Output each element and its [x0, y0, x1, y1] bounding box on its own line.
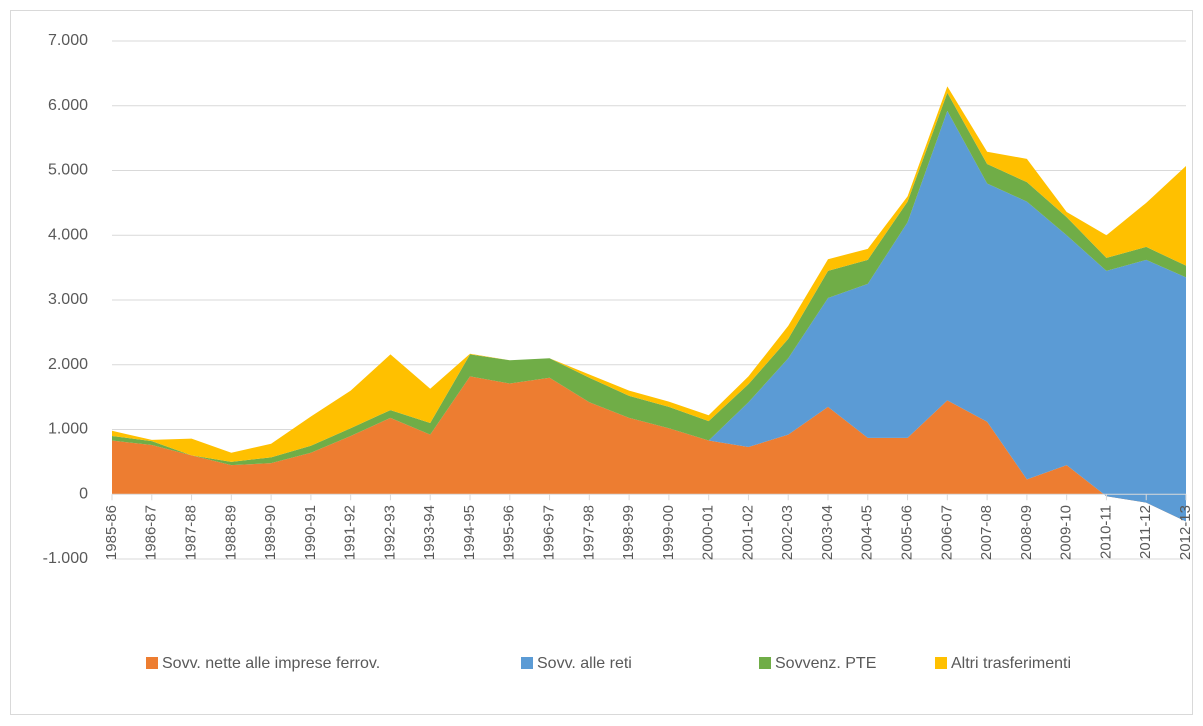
x-tick-label: 2009-10: [1058, 505, 1075, 560]
y-tick-label: 1.000: [48, 421, 88, 438]
legend-label: Sovvenz. PTE: [775, 655, 876, 672]
y-tick-label: 5.000: [48, 162, 88, 179]
x-tick-label: 1990-91: [302, 505, 319, 560]
x-tick-label: 1995-96: [501, 505, 518, 560]
x-tick-label: 1989-90: [262, 505, 279, 560]
x-tick-label: 1994-95: [461, 505, 478, 560]
x-tick-label: 2001-02: [739, 505, 756, 560]
x-tick-label: 2006-07: [938, 505, 955, 560]
y-tick-label: 2.000: [48, 356, 88, 373]
x-tick-label: 2005-06: [899, 505, 916, 560]
x-tick-label: 2003-04: [819, 505, 836, 560]
x-tick-label: 2000-01: [700, 505, 717, 560]
legend-swatch: [521, 657, 533, 669]
legend-label: Sovv. alle reti: [537, 655, 632, 672]
legend-label: Altri trasferimenti: [951, 655, 1071, 672]
x-tick-label: 2010-11: [1097, 505, 1114, 559]
x-tick-label: 2008-09: [1018, 505, 1035, 560]
x-tick-label: 1999-00: [660, 505, 677, 560]
x-tick-label: 1992-93: [381, 505, 398, 560]
legend-swatch: [146, 657, 158, 669]
legend-swatch: [935, 657, 947, 669]
x-tick-label: 2002-03: [779, 505, 796, 560]
y-tick-label: 7.000: [48, 32, 88, 49]
area: [112, 110, 1186, 522]
area: [112, 376, 1186, 522]
x-tick-label: 1988-89: [222, 505, 239, 560]
x-tick-label: 2012-13: [1177, 505, 1194, 560]
x-tick-label: 1998-99: [620, 505, 637, 560]
x-tick-label: 1985-86: [103, 505, 120, 560]
x-tick-label: 2007-08: [978, 505, 995, 560]
x-tick-label: 1997-98: [580, 505, 597, 560]
y-tick-label: -1.000: [43, 550, 88, 567]
x-tick-label: 2004-05: [859, 505, 876, 560]
x-tick-label: 1991-92: [342, 505, 359, 560]
x-tick-label: 1986-87: [143, 505, 160, 560]
x-tick-label: 1987-88: [183, 505, 200, 560]
x-tick-label: 1993-94: [421, 505, 438, 560]
x-tick-label: 2011-12: [1137, 505, 1154, 559]
y-tick-label: 4.000: [48, 226, 88, 243]
area: [112, 92, 1186, 466]
legend-label: Sovv. nette alle imprese ferrov.: [162, 655, 380, 672]
y-tick-label: 3.000: [48, 291, 88, 308]
legend-swatch: [759, 657, 771, 669]
area: [112, 86, 1186, 462]
y-tick-label: 6.000: [48, 97, 88, 114]
x-tick-label: 1996-97: [541, 505, 558, 560]
y-tick-label: 0: [79, 485, 88, 502]
